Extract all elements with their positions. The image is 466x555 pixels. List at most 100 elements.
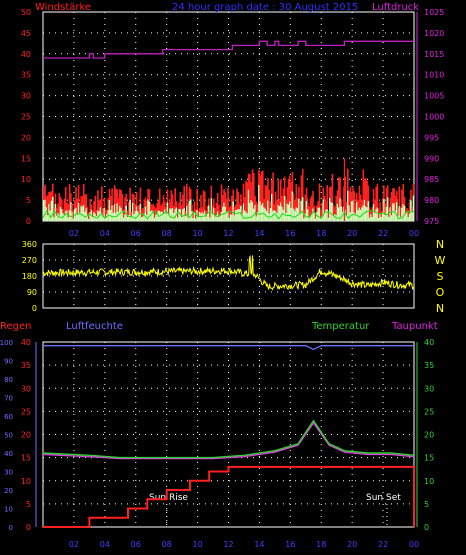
wind-gust-bar — [320, 210, 322, 221]
wind-gust-bar — [104, 208, 107, 221]
temperature-tick-label: 5 — [424, 500, 429, 509]
wind-gust-bar — [53, 207, 55, 221]
temperature-tick-label: 10 — [424, 477, 434, 486]
wind-avg-bar — [184, 216, 187, 221]
wind-avg-bar — [312, 208, 314, 221]
rain-tick-label: 5 — [26, 500, 31, 509]
wind-avg-bar — [79, 212, 81, 221]
time-tick-label: 10 — [192, 229, 202, 238]
wind-avg-bar — [283, 196, 286, 221]
wind-speed-line — [42, 210, 415, 220]
wind-avg-bar — [82, 205, 85, 221]
temperature-axis-title: Temperatur — [311, 321, 370, 332]
wind-gust-bar — [171, 194, 174, 221]
wind-avg-bar — [200, 213, 202, 221]
wind-avg-bar — [244, 210, 246, 221]
wind-gust-bar — [285, 199, 287, 221]
wind-avg-bar — [130, 217, 133, 221]
wind-gust-bar — [111, 188, 113, 221]
wind-avg-bar — [209, 217, 211, 221]
dewpoint-axis-title: Taupunkt — [391, 321, 438, 332]
wind-gust-bar — [76, 198, 79, 221]
wind-avg-bar — [287, 204, 290, 221]
wind-avg-bar — [314, 218, 317, 221]
wind-avg-bar — [372, 204, 375, 221]
wind-tick-label: 35 — [21, 71, 31, 80]
wind-avg-bar — [407, 217, 410, 221]
wind-gust-bar — [397, 208, 399, 221]
wind-gust-bar — [216, 193, 219, 221]
wind-avg-bar — [285, 213, 287, 221]
wind-avg-bar — [171, 208, 174, 221]
wind-gust-bar — [277, 179, 280, 221]
wind-gust-bar — [98, 200, 100, 221]
wind-gust-bar — [101, 186, 103, 221]
temperature-tick-label: 35 — [424, 361, 434, 370]
temperature-tick-label: 30 — [424, 384, 434, 393]
wind-gust-bar — [244, 197, 246, 221]
wind-gust-bar — [380, 211, 383, 221]
wind-gust-bar — [202, 190, 205, 221]
rain-line — [43, 465, 415, 528]
wind-gust-bar — [183, 186, 185, 221]
wind-avg-bar — [231, 214, 233, 221]
wind-avg-bar — [151, 210, 153, 221]
wind-avg-bar — [66, 210, 68, 221]
temperature-tick-label: 40 — [424, 338, 434, 347]
wind-gust-bar — [359, 194, 362, 221]
wind-gust-bar — [366, 180, 368, 221]
time-tick-label: 02 — [69, 540, 79, 549]
wind-gust-bar — [309, 198, 312, 221]
wind-avg-bar — [398, 206, 401, 221]
wind-gust-bar — [265, 185, 268, 221]
wind-gust-bar — [122, 209, 125, 221]
time-tick-label: 00 — [409, 229, 419, 238]
wind-gust-bar — [251, 169, 254, 221]
wind-avg-bar — [80, 206, 82, 221]
wind-avg-bar — [299, 214, 301, 221]
wind-gust-bar — [170, 190, 173, 221]
wind-avg-bar — [43, 200, 45, 221]
wind-avg-bar — [307, 209, 309, 221]
wind-gust-bar — [264, 185, 267, 221]
wind-avg-bar — [180, 217, 183, 221]
wind-avg-bar — [326, 209, 328, 221]
wind-avg-bar — [300, 200, 303, 221]
wind-avg-bar — [322, 199, 325, 221]
wind-gust-bar — [338, 177, 340, 221]
wind-avg-bar — [138, 213, 140, 221]
wind-gust-bar — [209, 211, 211, 221]
wind-avg-bar — [164, 209, 166, 221]
wind-gust-bar — [308, 206, 310, 221]
wind-avg-bar — [195, 218, 197, 221]
wind-avg-bar — [399, 217, 402, 221]
wind-tick-label: 20 — [21, 133, 31, 142]
wind-gust-bar — [280, 179, 282, 221]
wind-avg-bar — [85, 207, 88, 221]
temperature-tick-label: 25 — [424, 407, 434, 416]
humidity-tick-label: 50 — [4, 432, 13, 440]
wind-avg-bar — [340, 206, 343, 221]
wind-avg-bar — [232, 201, 234, 221]
rain-tick-label: 30 — [21, 384, 31, 393]
wind-avg-bar — [250, 200, 252, 221]
wind-gust-bar — [85, 194, 88, 221]
wind-avg-bar — [242, 203, 245, 221]
compass-label: N — [436, 302, 444, 315]
wind-gust-bar — [229, 206, 232, 221]
wind-avg-bar — [381, 212, 384, 221]
wind-avg-bar — [341, 211, 344, 221]
wind-avg-bar — [296, 208, 299, 221]
pressure-line — [43, 40, 414, 59]
wind-avg-bar — [77, 202, 80, 221]
wind-gust-bar — [115, 188, 117, 221]
wind-avg-bar — [97, 210, 99, 221]
dewpoint-line — [42, 421, 415, 460]
time-tick-label: 18 — [316, 540, 326, 549]
wind-gust-bar — [68, 184, 71, 221]
wind-gust-bar — [314, 212, 317, 221]
wind-gust-bar — [312, 191, 314, 221]
wind-gust-bar — [84, 194, 86, 221]
wind-avg-bar — [365, 206, 367, 221]
